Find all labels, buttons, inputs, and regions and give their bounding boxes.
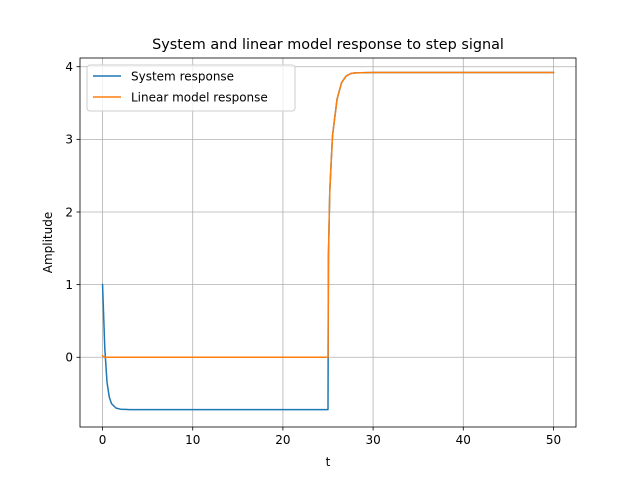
y-axis-label: Amplitude — [41, 212, 55, 274]
x-axis-label: t — [326, 455, 331, 469]
series-layer — [101, 71, 555, 411]
y-tick-label: 1 — [65, 278, 73, 292]
x-tick-label: 50 — [546, 433, 561, 447]
chart-title: System and linear model response to step… — [152, 37, 504, 53]
legend-label: Linear model response — [131, 90, 268, 104]
x-tick-label: 40 — [456, 433, 471, 447]
grid-lines — [80, 58, 576, 427]
y-tick-label: 2 — [65, 205, 73, 219]
y-tick-label: 0 — [65, 351, 73, 365]
legend-label: System response — [131, 69, 234, 83]
x-tick-label: 10 — [185, 433, 200, 447]
legend: System response Linear model response — [86, 64, 296, 112]
x-tick-label: 20 — [275, 433, 290, 447]
plot-frame — [79, 57, 577, 428]
axis-ticks: 0 10 20 30 40 50 0 1 2 3 4 — [65, 60, 561, 447]
legend-box — [86, 64, 296, 112]
y-tick-label: 4 — [65, 60, 73, 74]
x-tick-label: 30 — [365, 433, 380, 447]
series-line-linear-model-response — [101, 71, 555, 359]
x-tick-label: 0 — [99, 433, 107, 447]
y-tick-label: 3 — [65, 133, 73, 147]
